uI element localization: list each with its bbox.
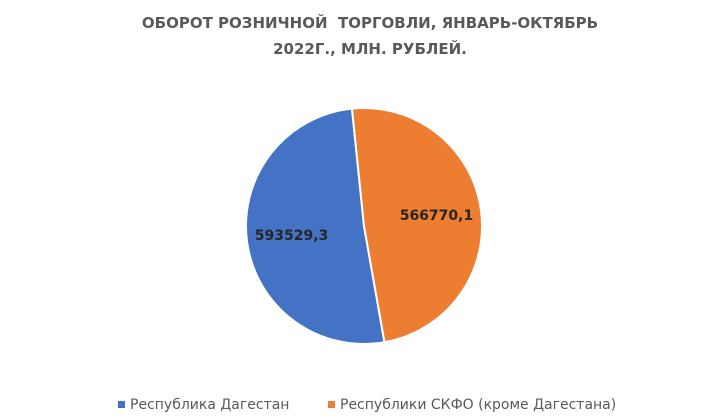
pie-slice xyxy=(350,107,483,344)
pie-slice xyxy=(245,107,386,345)
legend-swatch xyxy=(118,401,125,408)
data-label: 593529,3 xyxy=(255,228,329,244)
data-label: 566770,1 xyxy=(400,208,474,224)
legend-swatch xyxy=(328,401,335,408)
chart-title: ОБОРОТ РОЗНИЧНОЙ ТОРГОВЛИ, ЯНВАРЬ-ОКТЯБР… xyxy=(141,14,609,58)
legend-label: Республики СКФО (кроме Дагестана) xyxy=(340,397,616,413)
legend-label: Республика Дагестан xyxy=(130,397,289,413)
